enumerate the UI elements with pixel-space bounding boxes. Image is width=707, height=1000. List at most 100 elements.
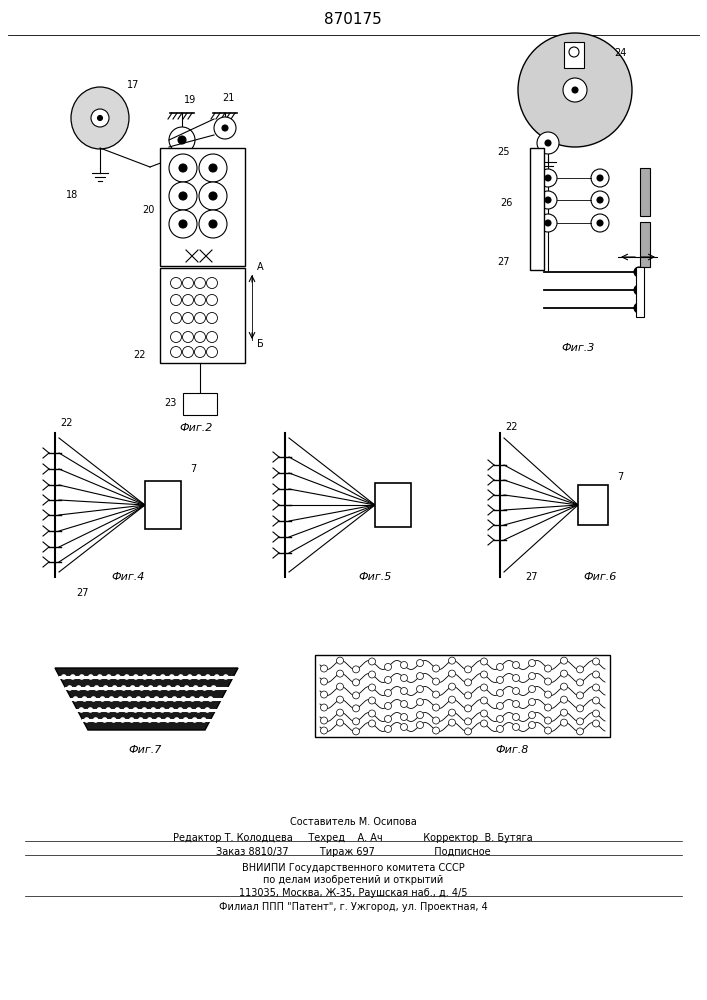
Circle shape [172,696,177,702]
Circle shape [529,673,535,680]
Circle shape [209,164,217,172]
Circle shape [320,665,327,672]
Circle shape [124,707,129,713]
Circle shape [320,704,327,711]
Circle shape [481,697,488,704]
Bar [636,267,644,317]
Circle shape [513,700,520,708]
Circle shape [464,666,472,673]
Circle shape [544,678,551,685]
Circle shape [576,728,583,735]
Text: 17: 17 [127,80,139,90]
Circle shape [464,679,472,686]
Circle shape [368,710,375,717]
Circle shape [199,154,227,182]
Bar [530,148,544,270]
Text: Фиг.7: Фиг.7 [128,745,162,755]
Circle shape [320,717,327,724]
Circle shape [448,670,455,677]
Circle shape [121,685,127,691]
Circle shape [368,658,375,665]
Circle shape [496,725,503,732]
Circle shape [199,210,227,238]
Text: Фиг.6: Фиг.6 [583,572,617,582]
Circle shape [147,717,153,723]
Circle shape [353,679,359,686]
Circle shape [634,303,644,313]
Circle shape [129,717,134,723]
Circle shape [182,277,194,288]
Circle shape [170,312,182,324]
Circle shape [102,717,107,723]
Circle shape [400,724,407,730]
Polygon shape [55,668,238,730]
Circle shape [353,705,359,712]
Circle shape [448,719,455,726]
Circle shape [214,674,220,680]
Circle shape [88,674,93,680]
Circle shape [496,689,503,696]
Circle shape [211,685,216,691]
Circle shape [481,720,488,727]
Circle shape [100,696,105,702]
Circle shape [201,685,207,691]
Circle shape [169,210,197,238]
Circle shape [592,697,600,704]
Circle shape [496,702,503,709]
Circle shape [561,683,568,690]
Circle shape [416,699,423,706]
Circle shape [597,220,603,226]
Bar [315,655,610,737]
Text: 23: 23 [164,398,176,408]
Circle shape [544,717,551,724]
Circle shape [117,696,123,702]
Circle shape [592,658,600,665]
Circle shape [448,657,455,664]
Circle shape [561,670,568,677]
Circle shape [97,674,103,680]
Circle shape [400,662,407,668]
Circle shape [169,674,175,680]
Circle shape [194,277,206,288]
Circle shape [337,670,344,677]
Circle shape [163,696,168,702]
Circle shape [205,674,211,680]
Circle shape [136,696,141,702]
Circle shape [206,312,218,324]
Circle shape [576,692,583,699]
Circle shape [464,718,472,725]
Circle shape [182,332,194,342]
Circle shape [337,719,344,726]
Text: А: А [257,262,263,272]
Circle shape [178,674,184,680]
Circle shape [385,725,392,732]
Circle shape [194,347,206,358]
Text: 870175: 870175 [324,12,382,27]
Circle shape [115,674,121,680]
Circle shape [183,717,189,723]
Circle shape [222,125,228,131]
Circle shape [576,666,583,673]
Circle shape [223,674,228,680]
Circle shape [145,696,151,702]
Circle shape [208,696,214,702]
Circle shape [199,696,204,702]
Circle shape [88,707,93,713]
Circle shape [133,674,139,680]
Circle shape [170,277,182,288]
Circle shape [168,707,174,713]
Circle shape [385,676,392,683]
Circle shape [592,720,600,727]
Circle shape [196,707,201,713]
Circle shape [151,707,156,713]
Bar [183,393,217,415]
Circle shape [169,127,195,153]
Circle shape [177,707,183,713]
Circle shape [170,332,182,342]
Text: 19: 19 [184,95,196,105]
Circle shape [513,714,520,720]
Circle shape [544,704,551,711]
Circle shape [106,674,112,680]
Circle shape [169,154,197,182]
Circle shape [385,702,392,709]
